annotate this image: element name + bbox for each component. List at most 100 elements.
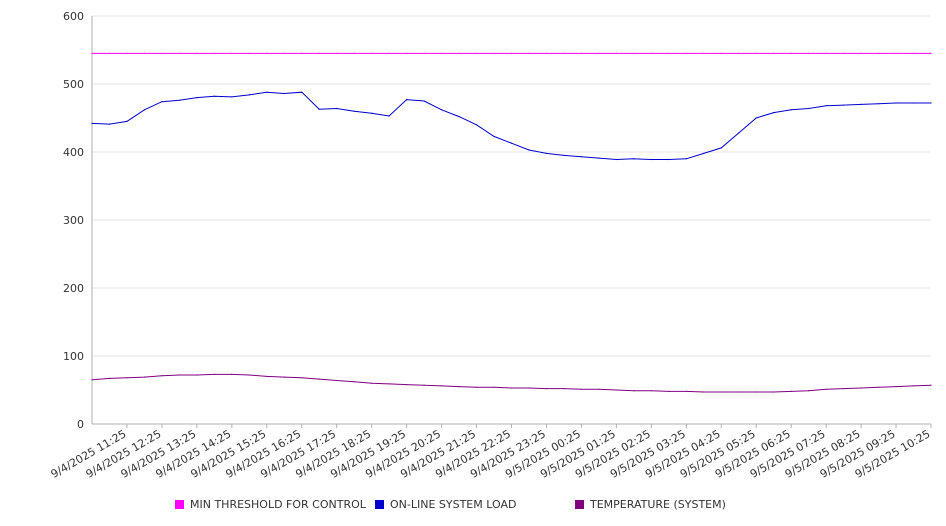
legend-swatch-system-load xyxy=(375,500,384,509)
series-1-point xyxy=(720,147,722,149)
series-2-point xyxy=(318,378,320,380)
series-1-point xyxy=(755,117,757,119)
series-1-point xyxy=(650,158,652,161)
series-2-point xyxy=(283,376,285,378)
legend: MIN THRESHOLD FOR CONTROL ON-LINE SYSTEM… xyxy=(0,498,946,516)
series-2-point xyxy=(545,388,548,390)
series-0-point xyxy=(126,52,128,55)
series-0-point xyxy=(283,52,285,55)
series-2-point xyxy=(563,388,565,390)
series-1-point xyxy=(895,102,897,104)
series-layer xyxy=(91,52,932,393)
series-1-point xyxy=(406,99,408,101)
series-2-point xyxy=(528,387,530,389)
series-2-point xyxy=(668,390,670,392)
series-2-point xyxy=(248,374,250,376)
series-0-point xyxy=(755,52,757,55)
series-1-point xyxy=(843,104,845,106)
series-0-point xyxy=(808,52,810,55)
y-tick-label-100: 100 xyxy=(63,350,84,363)
series-1-point xyxy=(598,157,600,159)
series-0-point xyxy=(720,52,722,55)
series-2-point xyxy=(108,377,111,379)
series-2-point xyxy=(406,384,408,386)
legend-item-min-threshold[interactable]: MIN THRESHOLD FOR CONTROL xyxy=(175,498,366,511)
series-1-point xyxy=(388,115,390,117)
series-1-point xyxy=(510,142,513,144)
series-1-point xyxy=(318,108,320,110)
series-1-point xyxy=(912,102,915,104)
series-2-point xyxy=(860,387,862,389)
series-0-point xyxy=(196,52,198,55)
series-2-point xyxy=(808,390,810,392)
series-0-point xyxy=(528,52,530,55)
series-1-point xyxy=(563,154,565,156)
legend-item-system-load[interactable]: ON-LINE SYSTEM LOAD xyxy=(375,498,516,511)
series-0-point xyxy=(266,52,268,55)
series-1-point xyxy=(371,112,373,114)
series-2-point xyxy=(458,386,460,388)
series-1-point xyxy=(685,158,687,160)
series-1-point xyxy=(231,96,233,98)
series-2-point xyxy=(371,382,373,384)
series-0-point xyxy=(161,52,163,55)
axis-layer xyxy=(91,16,932,428)
legend-swatch-min-threshold xyxy=(175,500,184,509)
y-tick-label-200: 200 xyxy=(63,282,84,295)
series-0-point xyxy=(248,52,250,55)
y-tick-label-300: 300 xyxy=(63,214,84,227)
series-0-point xyxy=(441,52,443,55)
series-0-point xyxy=(423,52,425,55)
series-0-point xyxy=(301,52,303,55)
y-tick-label-400: 400 xyxy=(63,146,84,159)
series-1-point xyxy=(458,116,460,118)
y-tick-label-500: 500 xyxy=(63,78,84,91)
series-1-point xyxy=(441,109,443,111)
series-0-point xyxy=(580,52,583,55)
series-0-point xyxy=(91,52,93,55)
series-0-point xyxy=(545,52,548,55)
series-2-point xyxy=(825,388,827,390)
series-1-point xyxy=(161,101,163,103)
series-0-point xyxy=(598,52,600,55)
series-0-point xyxy=(633,52,635,55)
series-0-point xyxy=(353,52,355,55)
series-0-point xyxy=(510,52,513,55)
series-0-point xyxy=(895,52,897,55)
series-0-point xyxy=(878,52,880,55)
series-2-point xyxy=(231,373,233,375)
series-1-point xyxy=(143,109,145,111)
y-tick-label-600: 600 xyxy=(63,10,84,23)
series-0-point xyxy=(843,52,845,55)
series-1-point xyxy=(825,105,827,107)
series-2-point xyxy=(703,391,705,393)
series-2-point xyxy=(178,374,180,376)
series-2-point xyxy=(685,390,687,392)
series-1-point xyxy=(790,109,792,111)
series-0-point xyxy=(825,52,827,55)
legend-label-min-threshold: MIN THRESHOLD FOR CONTROL xyxy=(190,498,366,511)
series-1-point xyxy=(248,94,250,96)
series-0-point xyxy=(493,52,495,55)
series-1-point xyxy=(213,95,215,97)
series-1-point xyxy=(878,103,880,105)
series-2-point xyxy=(213,373,215,375)
legend-item-temperature[interactable]: TEMPERATURE (SYSTEM) xyxy=(575,498,726,511)
series-2-point xyxy=(650,390,652,392)
series-0-point xyxy=(388,52,390,55)
series-2-point xyxy=(143,376,145,378)
series-0-point xyxy=(685,52,687,55)
series-0-point xyxy=(615,52,618,55)
series-2-point xyxy=(196,374,198,376)
series-2-point xyxy=(336,379,338,382)
series-2-point xyxy=(843,388,845,390)
series-2-point xyxy=(615,389,618,391)
series-0-point xyxy=(738,52,740,55)
series-2-point xyxy=(878,386,880,388)
series-2-point xyxy=(755,391,757,393)
series-1-point xyxy=(283,92,285,95)
series-0-point xyxy=(213,52,215,55)
series-0-point xyxy=(108,52,111,55)
series-2-point xyxy=(475,386,478,388)
series-0-point xyxy=(475,52,478,55)
